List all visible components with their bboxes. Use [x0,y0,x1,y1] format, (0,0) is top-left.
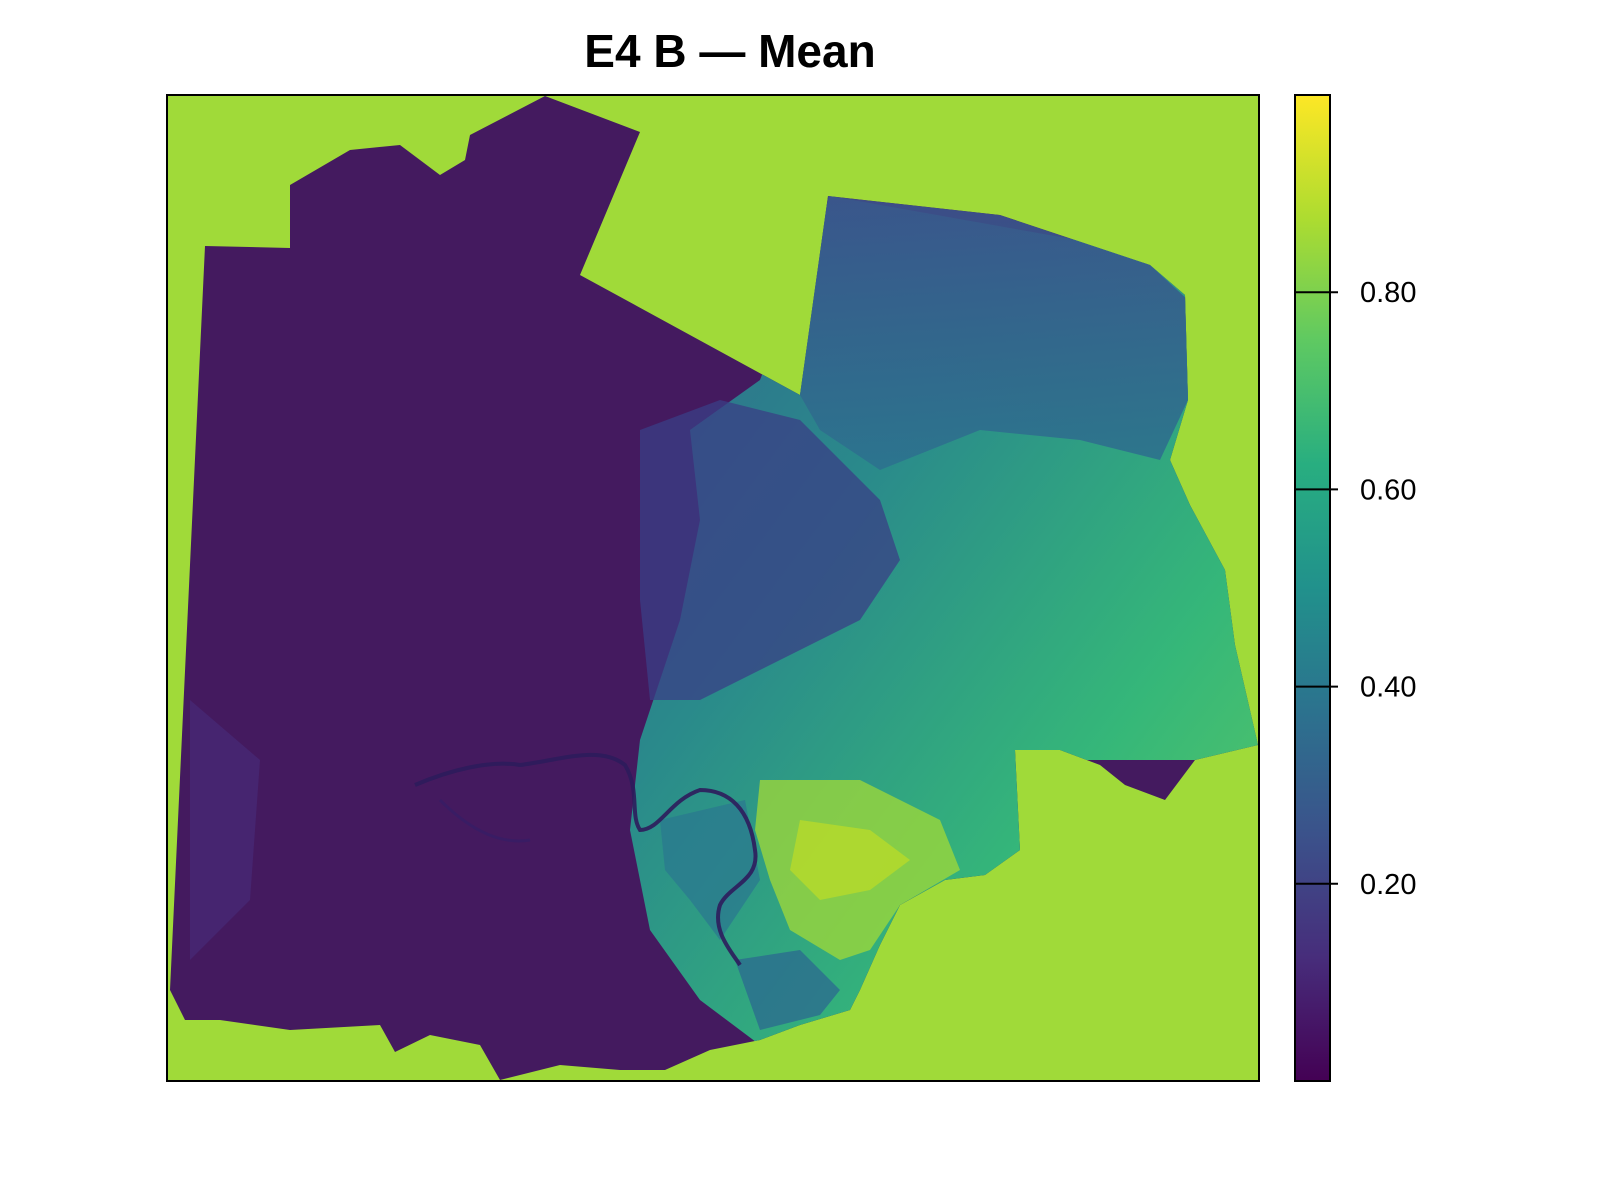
legend-colorbar: 0.20 0.40 0.60 0.80 [1294,94,1416,1082]
river [414,752,758,967]
southeast-lobe [735,950,840,1030]
plot-frame [166,94,1260,1082]
plot-title: E4 B — Mean [584,25,876,77]
legend-tick-label: 0.40 [1360,672,1416,704]
legend-tick-label: 0.80 [1360,277,1416,309]
hotspot-core [790,820,910,900]
transition-band [640,400,900,700]
legend-tick-label: 0.20 [1360,869,1416,901]
south-pocket [660,800,760,940]
west-shading [190,700,260,960]
colorbar-fill [1295,95,1330,1081]
colorbar-border [1294,94,1331,1082]
legend-ticks: 0.20 0.40 0.60 0.80 [1295,277,1416,901]
river-west [438,798,531,843]
legend-tick-label: 0.60 [1360,474,1416,506]
northeast-zone [800,196,1188,470]
